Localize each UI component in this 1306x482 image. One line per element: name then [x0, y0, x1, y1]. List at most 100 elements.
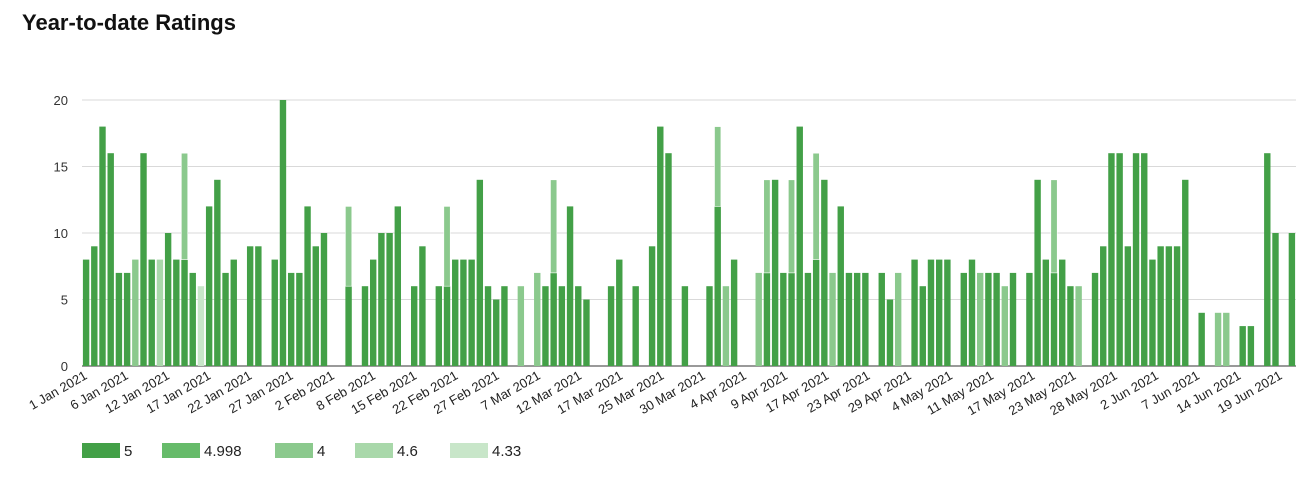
- bar-segment: [1075, 286, 1082, 366]
- bar-segment: [1141, 153, 1148, 366]
- bar-segment: [575, 286, 582, 366]
- bar-segment: [771, 179, 779, 366]
- bar-segment: [222, 272, 229, 366]
- bar-segment: [829, 272, 836, 366]
- bar-segment: [493, 299, 500, 366]
- bar-segment: [804, 272, 812, 366]
- legend-swatch: [450, 443, 488, 458]
- bar-segment: [214, 179, 221, 366]
- bar-segment: [935, 259, 943, 366]
- bar-segment: [1050, 272, 1058, 366]
- bar-segment: [1149, 259, 1156, 366]
- bar-segment: [1198, 312, 1205, 366]
- bar-segment: [788, 179, 796, 274]
- bar-segment: [443, 286, 451, 366]
- bar-segment: [1157, 246, 1164, 366]
- bar-segment: [189, 272, 196, 366]
- legend-label: 5: [124, 443, 132, 460]
- bar-segment: [386, 233, 393, 366]
- bar-segment: [845, 272, 853, 366]
- bar-segment: [985, 272, 992, 366]
- bar-segment: [1001, 286, 1009, 366]
- bar-segment: [99, 126, 106, 366]
- bar-segment: [763, 179, 771, 274]
- bar-segment: [821, 179, 828, 366]
- bar-segment: [911, 259, 918, 366]
- bar-segment: [1288, 233, 1296, 366]
- bar-segment: [1272, 233, 1279, 366]
- bar-segment: [632, 286, 639, 366]
- bar-segment: [927, 259, 935, 366]
- bar-segment: [1132, 153, 1140, 366]
- bar-segment: [960, 272, 967, 366]
- legend-label: 4.33: [492, 443, 521, 460]
- bar-segment: [1223, 312, 1230, 366]
- bar-segment: [82, 259, 90, 366]
- bar-segment: [140, 153, 147, 366]
- bar-segment: [205, 206, 213, 366]
- bar-segment: [361, 286, 369, 366]
- bar-segment: [1050, 179, 1058, 274]
- bar-segment: [1182, 179, 1189, 366]
- bar-segment: [919, 286, 926, 366]
- bar-segment: [156, 259, 164, 366]
- bar-segment: [812, 152, 820, 260]
- legend: 5 4.998 4 4.6 4.33: [82, 443, 521, 460]
- bar-segment: [1009, 272, 1017, 366]
- legend-label: 4.998: [204, 443, 242, 460]
- bar-segment: [583, 299, 590, 366]
- bar-segment: [853, 272, 861, 366]
- legend-swatch: [355, 443, 393, 458]
- y-tick-label: 15: [54, 160, 68, 175]
- bar-segment: [91, 246, 98, 366]
- bar-segment: [648, 246, 656, 366]
- bar-segment: [164, 233, 172, 366]
- bar-segment: [132, 259, 139, 366]
- bar-segment: [1124, 246, 1132, 366]
- bar-segment: [411, 286, 418, 366]
- bar-segment: [665, 153, 672, 366]
- chart-title: Year-to-date Ratings: [22, 10, 236, 35]
- bar-segment: [788, 272, 795, 366]
- bar-segment: [181, 259, 188, 366]
- bar-segment: [107, 153, 114, 366]
- bar-segment: [115, 272, 123, 366]
- bar-segment: [1091, 272, 1099, 366]
- bar-segment: [279, 100, 287, 366]
- bar-segment: [123, 272, 131, 366]
- bar-segment: [271, 259, 278, 366]
- bar-segment: [1108, 153, 1115, 366]
- bar-segment: [230, 259, 237, 366]
- bar-segment: [944, 259, 951, 366]
- bar-segment: [435, 286, 443, 366]
- bar-segment: [1173, 246, 1181, 366]
- bar-segment: [394, 206, 402, 366]
- bar-segment: [780, 272, 787, 366]
- bar-segment: [501, 286, 508, 366]
- bar-segment: [722, 286, 730, 366]
- bar-segment: [345, 206, 353, 287]
- y-tick-label: 20: [54, 93, 68, 108]
- bar-segment: [419, 246, 426, 366]
- bar-segment: [1042, 259, 1050, 366]
- bar-segment: [1059, 259, 1066, 366]
- bar-segment: [345, 286, 352, 366]
- bar-segment: [181, 152, 189, 260]
- bar-segment: [730, 259, 738, 366]
- y-axis-ticks: 0 5 10 15 20: [54, 93, 68, 374]
- bar-segment: [993, 272, 1000, 366]
- y-tick-label: 10: [54, 226, 68, 241]
- bar-segment: [1214, 312, 1222, 366]
- bar-segment: [763, 272, 771, 366]
- bar-segment: [443, 206, 451, 287]
- bar-segment: [558, 286, 566, 366]
- bar-segment: [173, 259, 180, 366]
- bar-segment: [1165, 246, 1173, 366]
- legend-swatch: [275, 443, 313, 458]
- bar-segment: [1239, 326, 1246, 366]
- bar-segment: [460, 259, 467, 366]
- bar-segment: [246, 246, 254, 366]
- bar-segment: [657, 126, 664, 366]
- bar-segment: [1100, 246, 1107, 366]
